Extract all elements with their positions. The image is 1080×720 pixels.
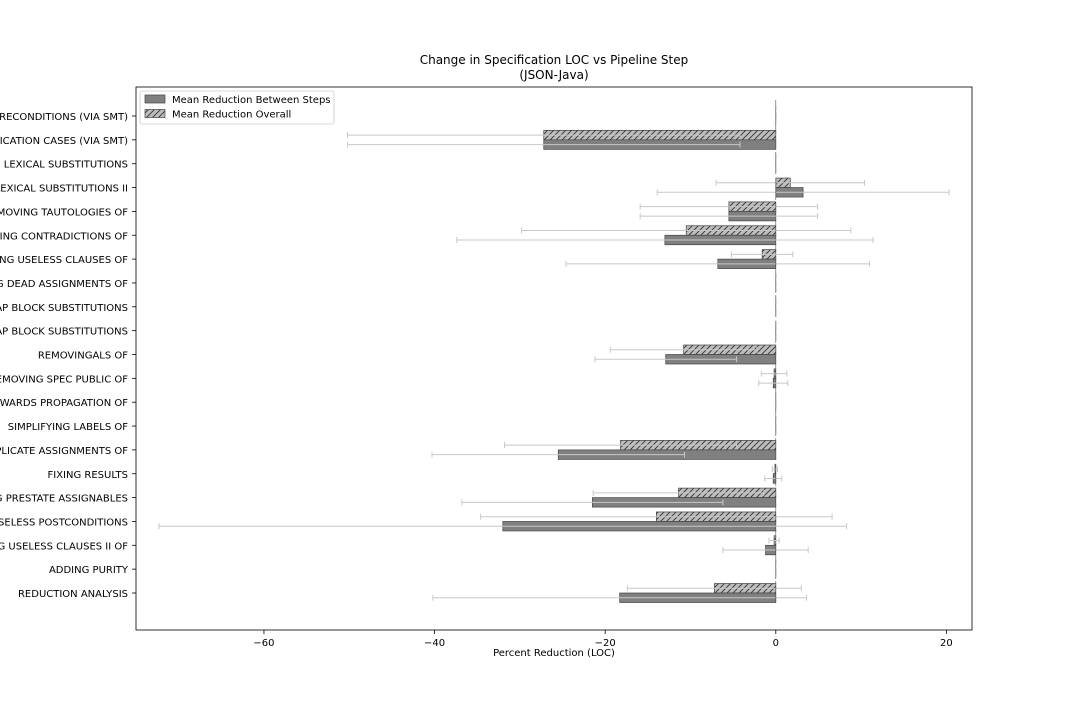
y-tick-label: REMOVING DEAD ASSIGNMENTS OF (0, 279, 128, 290)
y-tick-label: ADDING PURITY (49, 565, 129, 576)
y-tick-label: PERFORMING HEAP BLOCK SUBSTITUTIONS (0, 327, 128, 338)
errorbar-between-steps (722, 547, 809, 554)
errorbar-between-steps (456, 237, 874, 243)
errorbar-overall (504, 442, 738, 449)
errorbar-between-steps (764, 475, 783, 482)
y-tick-label: REMOVING USELESS PRECONDITIONS (VIA SMT) (0, 112, 128, 123)
y-tick-label: REMOVING TAUTOLOGIES OF (0, 207, 128, 218)
errorbar-overall (639, 203, 819, 210)
errorbar-overall (768, 537, 780, 544)
x-tick-label: 0 (773, 638, 779, 649)
errorbar-overall (715, 179, 866, 186)
x-tick-label: −20 (595, 638, 616, 649)
legend: Mean Reduction Between Steps Mean Reducti… (139, 90, 335, 125)
errorbar-between-steps (461, 499, 724, 506)
errorbar-between-steps (656, 189, 950, 196)
errorbar-overall (347, 132, 741, 139)
y-tick-label: REMOVING PRESTATE ASSIGNABLES (0, 494, 128, 505)
y-tick-label: REMOVINGALS OF (38, 351, 128, 362)
x-tick-label: −60 (253, 638, 274, 649)
y-tick-label: REDUCTION ANALYSIS (18, 589, 128, 600)
x-tick-label: −40 (424, 638, 445, 649)
plot-frame (135, 86, 973, 631)
errorbar-between-steps (594, 356, 738, 363)
errorbar-overall (730, 251, 794, 258)
errorbar-overall (626, 585, 802, 592)
legend-label: Mean Reduction Overall (172, 110, 291, 121)
y-tick-label: REMOVING USELESS CLAUSES II OF (0, 541, 128, 552)
y-tick-label: REMOVING USELESS CLAUSES OF (0, 255, 128, 266)
legend-label: Mean Reduction Between Steps (172, 95, 331, 106)
errorbar-overall (760, 370, 788, 377)
y-tick-label: PERFORMING HEAP BLOCK SUBSTITUTIONS (0, 303, 128, 314)
y-tick-label: REMOVING SPEC PUBLIC OF (0, 374, 128, 385)
errorbar-between-steps (158, 523, 848, 530)
y-tick-label: REMOVING DUPLICATE ASSIGNMENTS OF (0, 446, 128, 457)
y-tick-label: PERFORMING LEXICAL SUBSTITUTIONS (0, 160, 128, 171)
errorbar-overall (592, 489, 765, 496)
x-tick-label: 20 (940, 638, 953, 649)
legend-swatch (144, 94, 166, 104)
errorbar-between-steps (432, 594, 808, 601)
errorbar-overall (480, 513, 833, 520)
y-tick-label: BACKWARDS PROPAGATION OF (0, 398, 128, 409)
errorbar-between-steps (565, 260, 871, 267)
chart-subtitle: (JSON-Java) (519, 68, 589, 82)
errorbar-overall (609, 346, 758, 353)
errorbar-between-steps (431, 451, 686, 458)
y-tick-label: REMOVING CONTRADICTIONS OF (0, 231, 128, 242)
y-tick-label: FIXING RESULTS (48, 470, 129, 481)
x-axis-label: Percent Reduction (LOC) (493, 648, 615, 659)
errorbar-overall (771, 466, 779, 472)
errorbar-between-steps (758, 380, 789, 387)
y-tick-label: REMOVING USELESS POSTCONDITIONS (0, 517, 128, 528)
y-tick-label: REMOVING USELESS SPECIFICATION CASES (VI… (0, 136, 128, 147)
legend-swatch (144, 109, 166, 118)
chart-title: Change in Specification LOC vs Pipeline … (419, 53, 689, 67)
errorbar-overall (521, 227, 852, 234)
errorbar-between-steps (639, 213, 819, 220)
errorbar-between-steps (347, 141, 741, 148)
legend-box (139, 90, 335, 125)
y-tick-label: PERFORMING LEXICAL SUBSTITUTIONS II (0, 184, 128, 195)
y-tick-label: SIMPLIFYING LABELS OF (8, 422, 128, 433)
